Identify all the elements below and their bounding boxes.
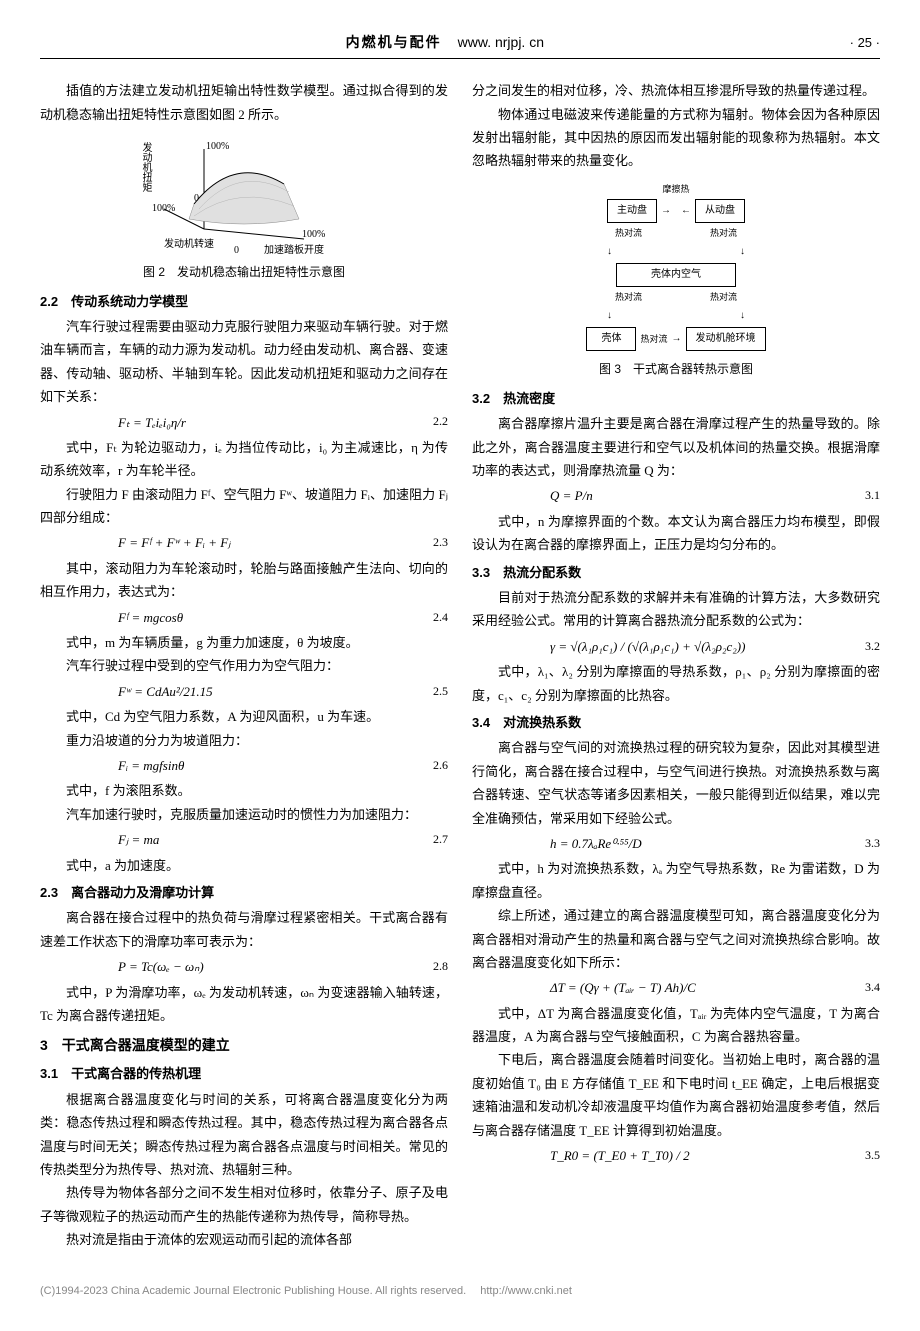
heading-3-2: 3.2 热流密度 (472, 387, 880, 410)
paragraph: 式中，h 为对流换热系数，λₐ 为空气导热系数，Re 为雷诺数，D 为摩擦盘直径… (472, 857, 880, 904)
equation-2-7: Fⱼ = ma2.7 (40, 828, 448, 851)
paragraph: 离合器在接合过程中的热负荷与滑摩过程紧密相关。干式离合器有速差工作状态下的滑摩功… (40, 906, 448, 953)
paragraph: 式中，Cd 为空气阻力系数，A 为迎风面积，u 为车速。 (40, 705, 448, 728)
journal-title: 内燃机与配件 www. nrjpj. cn (346, 30, 544, 55)
equation-3-4: ΔT = (Qγ + (Tₐᵢᵣ − T) Ah)/C3.4 (472, 976, 880, 999)
figure-2: 发动机扭矩 100% 100% 0 100% 发动机转速 0 加速踏板开度 (144, 134, 344, 254)
footer-link[interactable]: http://www.cnki.net (480, 1285, 572, 1297)
figure-2-caption: 图 2 发动机稳态输出扭矩特性示意图 (40, 262, 448, 284)
figure-3-caption: 图 3 干式离合器转热示意图 (472, 359, 880, 381)
equation-3-5: T_R0 = (T_E0 + T_T0) / 23.5 (472, 1144, 880, 1167)
figure-3: 摩擦热 主动盘 → ← 从动盘 热对流热对流 ↓↓ 壳体内空气 热对流热对流 ↓… (546, 181, 806, 352)
heading-3-3: 3.3 热流分配系数 (472, 561, 880, 584)
fig2-tick: 0 (234, 242, 239, 260)
paragraph: 热传导为物体各部分之间不发生相对位移时，依靠分子、原子及电子等微观粒子的热运动而… (40, 1181, 448, 1228)
left-column: 插值的方法建立发动机扭矩输出特性数学模型。通过拟合得到的发动机稳态输出扭矩特性示… (40, 79, 448, 1251)
paragraph: 式中，m 为车辆质量，g 为重力加速度，θ 为坡度。 (40, 631, 448, 654)
diagram-box: 发动机舱环境 (686, 327, 766, 351)
paragraph: 物体通过电磁波来传递能量的方式称为辐射。物体会因为各种原因发射出辐射能，其中因热… (472, 103, 880, 173)
paragraph: 综上所述，通过建立的离合器温度模型可知，离合器温度变化分为离合器相对滑动产生的热… (472, 904, 880, 974)
paragraph: 汽车加速行驶时，克服质量加速运动时的惯性力为加速阻力： (40, 803, 448, 826)
equation-2-2: Fₜ = Tₑiₑi₀η/r2.2 (40, 411, 448, 434)
paragraph: 汽车行驶过程中受到的空气作用力为空气阻力： (40, 654, 448, 677)
heading-2-2: 2.2 传动系统动力学模型 (40, 290, 448, 313)
diagram-box: 主动盘 (607, 199, 657, 223)
heading-3-1: 3.1 干式离合器的传热机理 (40, 1062, 448, 1085)
equation-3-2: γ = √(λ₁ρ₁c₁) / (√(λ₁ρ₁c₁) + √(λ₂ρ₂c₂))3… (472, 635, 880, 658)
fig2-ylabel: 发动机扭矩 (136, 142, 154, 192)
page-number: · 25 · (850, 31, 880, 54)
paragraph: 插值的方法建立发动机扭矩输出特性数学模型。通过拟合得到的发动机稳态输出扭矩特性示… (40, 79, 448, 126)
fig2-xlabel: 发动机转速 (164, 236, 214, 254)
paragraph: 式中，ΔT 为离合器温度变化值，Tₐᵢᵣ 为壳体内空气温度，T 为离合器温度，A… (472, 1002, 880, 1049)
equation-2-6: Fᵢ = mgfsinθ2.6 (40, 754, 448, 777)
paragraph: 离合器与空气间的对流换热过程的研究较为复杂，因此对其模型进行简化，离合器在接合过… (472, 736, 880, 830)
paragraph: 根据离合器温度变化与时间的关系，可将离合器温度变化分为两类：稳态传热过程和瞬态传… (40, 1088, 448, 1182)
diagram-box: 壳体 (586, 327, 636, 351)
fig2-tick: 100% (152, 200, 175, 218)
right-column: 分之间发生的相对位移，冷、热流体相互掺混所导致的热量传递过程。 物体通过电磁波来… (472, 79, 880, 1251)
paragraph: 分之间发生的相对位移，冷、热流体相互掺混所导致的热量传递过程。 (472, 79, 880, 102)
page-footer: (C)1994-2023 China Academic Journal Elec… (40, 1282, 880, 1302)
equation-2-5: Fʷ = CdAu²/21.152.5 (40, 680, 448, 703)
paragraph: 式中，λ₁、λ₂ 分别为摩擦面的导热系数，ρ₁、ρ₂ 分别为摩擦面的密度，c₁、… (472, 660, 880, 707)
diagram-box: 壳体内空气 (616, 263, 736, 287)
paragraph: 目前对于热流分配系数的求解并未有准确的计算方法，大多数研究采用经验公式。常用的计… (472, 586, 880, 633)
heading-3-4: 3.4 对流换热系数 (472, 711, 880, 734)
equation-2-3: F = Fᶠ + Fʷ + Fᵢ + Fⱼ2.3 (40, 531, 448, 554)
paragraph: 热对流是指由于流体的宏观运动而引起的流体各部 (40, 1228, 448, 1251)
paragraph: 汽车行驶过程需要由驱动力克服行驶阻力来驱动车辆行驶。对于燃油车辆而言，车辆的动力… (40, 315, 448, 409)
copyright-text: (C)1994-2023 China Academic Journal Elec… (40, 1285, 466, 1297)
fig2-tick: 0 (194, 190, 199, 208)
paragraph: 行驶阻力 F 由滚动阻力 Fᶠ、空气阻力 Fʷ、坡道阻力 Fᵢ、加速阻力 Fⱼ … (40, 483, 448, 530)
heading-3: 3 干式离合器温度模型的建立 (40, 1033, 448, 1058)
heading-2-3: 2.3 离合器动力及滑摩功计算 (40, 881, 448, 904)
equation-3-1: Q = P/n3.1 (472, 484, 880, 507)
paragraph: 重力沿坡道的分力为坡道阻力： (40, 729, 448, 752)
diagram-box: 从动盘 (695, 199, 745, 223)
equation-3-3: h = 0.7λₐRe⁰·⁵⁵/D3.3 (472, 832, 880, 855)
paragraph: 下电后，离合器温度会随着时间变化。当初始上电时，离合器的温度初始值 T₀ 由 E… (472, 1048, 880, 1142)
fig2-zlabel: 加速踏板开度 (264, 242, 324, 260)
page-header: 内燃机与配件 www. nrjpj. cn · 25 · (40, 30, 880, 59)
equation-2-4: Fᶠ = mgcosθ2.4 (40, 606, 448, 629)
paragraph: 其中，滚动阻力为车轮滚动时，轮胎与路面接触产生法向、切向的相互作用力，表达式为： (40, 557, 448, 604)
equation-2-8: P = Tc(ωₑ − ωₙ)2.8 (40, 955, 448, 978)
paragraph: 式中，Fₜ 为轮边驱动力，iₑ 为挡位传动比，i₀ 为主减速比，η 为传动系统效… (40, 436, 448, 483)
paragraph: 离合器摩擦片温升主要是离合器在滑摩过程产生的热量导致的。除此之外，离合器温度主要… (472, 412, 880, 482)
paragraph: 式中，n 为摩擦界面的个数。本文认为离合器压力均布模型，即假设认为在离合器的摩擦… (472, 510, 880, 557)
paragraph: 式中，P 为滑摩功率，ωₑ 为发动机转速，ωₙ 为变速器输入轴转速，Tc 为离合… (40, 981, 448, 1028)
fig2-tick: 100% (206, 138, 229, 156)
paragraph: 式中，f 为滚阻系数。 (40, 779, 448, 802)
paragraph: 式中，a 为加速度。 (40, 854, 448, 877)
content-columns: 插值的方法建立发动机扭矩输出特性数学模型。通过拟合得到的发动机稳态输出扭矩特性示… (40, 79, 880, 1251)
